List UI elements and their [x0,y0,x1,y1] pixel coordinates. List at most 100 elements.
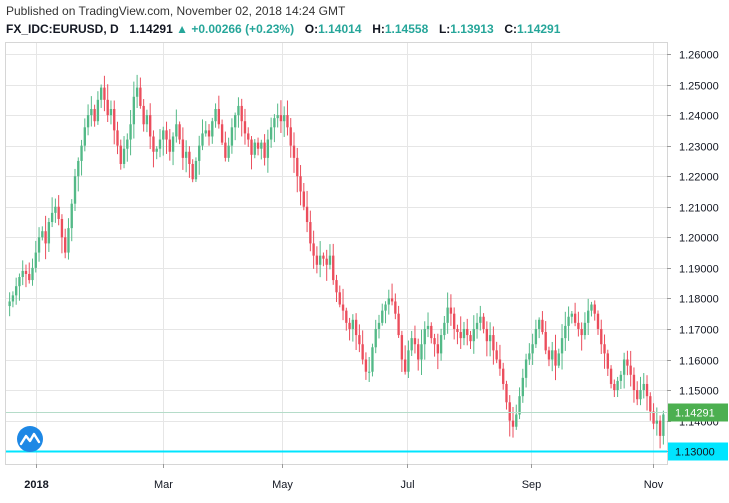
candle-body [508,402,511,421]
candle-body [283,115,286,122]
candle-body [181,139,185,158]
candle-body [47,222,51,244]
y-tick-label: 1.15000 [679,386,719,398]
candle-body [162,130,165,140]
candle-body [600,328,603,345]
y-tick-label: 1.20000 [679,233,719,245]
candle-body [443,322,446,336]
time-axis[interactable]: 2018 Mar May Jul Sep Nov [24,464,664,491]
candle-body [145,115,149,125]
candle-body [119,145,122,164]
candle-body [31,267,34,281]
candle-body [37,237,41,253]
candle-body [544,332,547,351]
candle-body [371,347,374,372]
candle-body [459,332,462,339]
candle-body [168,139,171,152]
candle-body [129,124,132,140]
candle-body [613,383,616,391]
candle-body [636,390,639,400]
candle-body [449,307,453,314]
candle-body [583,322,587,336]
candle-body [335,280,338,293]
low-label: L: [438,22,451,36]
published-caption: Published on TradingView.com, November 0… [6,4,346,18]
candle-body [511,420,515,427]
candle-body [103,87,106,100]
candle-body [475,322,479,329]
candle-body [564,325,567,339]
candle-body [99,87,103,100]
candle-body [381,310,384,323]
candle-body [256,142,260,149]
x-tick-label: Sep [522,479,542,491]
candle-body [547,350,551,360]
candle-body [368,371,371,373]
symbol-info-bar: FX_IDC:EURUSD, D 1.14291 ▲ +0.00266 (+0.… [6,22,560,36]
candle-body [639,390,642,400]
candle-body [645,383,649,397]
candle-body [260,142,263,149]
candle-body [67,228,70,253]
price-axis[interactable]: 1.26000 1.25000 1.24000 1.23000 1.22000 1.210… [667,50,719,459]
candle-body [214,108,217,122]
candle-body [296,157,299,177]
tradingview-logo-icon[interactable] [17,426,43,452]
candle-body [309,222,312,244]
candle-body [18,277,21,287]
candle-body [243,121,247,134]
x-tick-label: May [272,479,293,491]
candle-body [21,270,24,278]
candle-body [596,313,600,329]
candle-body [266,139,270,158]
candle-body [149,115,152,137]
candle-body [113,108,116,131]
candle-body [90,108,93,116]
candle-body [328,255,332,265]
candle-body [8,301,11,307]
candle-body [452,313,456,329]
candle-body [551,350,554,360]
x-tick-label: Nov [644,479,664,491]
candle-body [626,359,629,366]
y-tick-label: 1.19000 [679,264,719,276]
candle-body [292,145,296,158]
candle-body [152,136,155,152]
candle-body [348,322,351,329]
candle-body [587,310,590,323]
candle-body [227,145,230,158]
candle-body [83,127,86,146]
candle-body [233,115,237,128]
candle-body [430,325,433,339]
candle-body [269,127,273,140]
candle-body [318,255,322,265]
candle-body [325,258,328,265]
candle-body [518,396,521,415]
close-value: 1.14291 [517,22,561,36]
candle-body [70,203,73,229]
candle-body [407,350,410,372]
candle-body [132,96,136,125]
candle-body [420,344,423,360]
overlay-layer: 1.13000 1.14291 [6,403,728,461]
candle-body [354,319,358,336]
candle-body [426,325,430,329]
candle-body [28,273,31,281]
candle-body [240,105,243,122]
candle-body [482,316,485,329]
candle-body [106,99,109,116]
candle-body [616,380,619,391]
candle-body [50,212,54,223]
candle-body [57,206,60,219]
candle-body [286,115,289,128]
candle-body [413,338,417,345]
candle-body [184,151,188,158]
candle-body [387,298,390,305]
candle-body [198,145,201,161]
candle-body [400,335,404,360]
candle-body [554,350,557,366]
candle-body [142,105,145,125]
candle-body [305,206,309,223]
candle-body [250,139,253,155]
